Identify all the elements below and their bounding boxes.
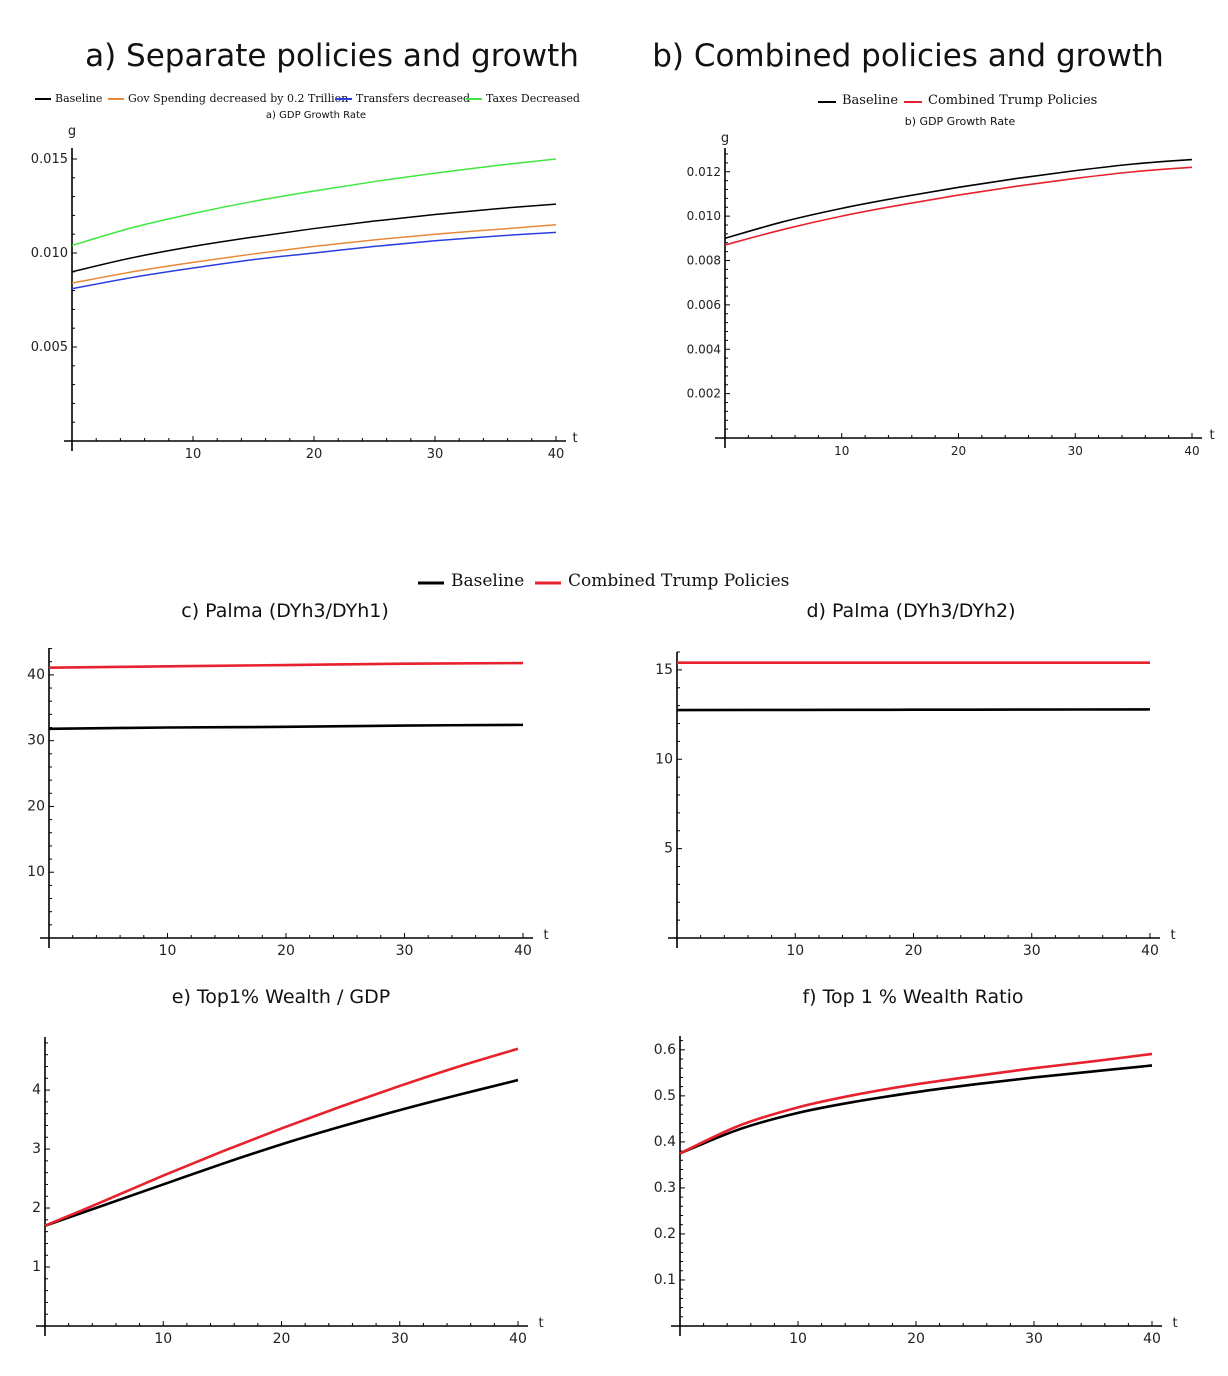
x-axis-label-a: t bbox=[572, 431, 577, 446]
x-tick-label-b: 30 bbox=[1068, 444, 1083, 458]
plot-c: 10 20 30 40 10 20 30 40 t bbox=[27, 648, 549, 959]
series-line-e-0 bbox=[44, 1078, 519, 1227]
plot-f: 10 20 30 40 0.1 0.2 0.3 0.4 0.5 0.6 t bbox=[654, 1036, 1178, 1347]
y-tick-label-c: 40 bbox=[27, 667, 45, 683]
legend-shared: Baseline Combined Trump Policies bbox=[418, 571, 789, 591]
y-tick-label-b: 0.010 bbox=[687, 209, 721, 223]
y-tick-label-b: 0.012 bbox=[687, 165, 721, 179]
y-tick-label-e: 4 bbox=[32, 1082, 41, 1098]
title-b-small: b) GDP Growth Rate bbox=[905, 115, 1016, 128]
x-tick-label-d: 30 bbox=[1023, 943, 1041, 959]
title-a-small: a) GDP Growth Rate bbox=[266, 110, 366, 121]
y-tick-label-c: 10 bbox=[27, 864, 45, 880]
legend-b-combined: Combined Trump Policies bbox=[928, 93, 1097, 108]
title-e: e) Top1% Wealth / GDP bbox=[172, 986, 390, 1008]
y-tick-label-c: 20 bbox=[27, 798, 45, 814]
x-tick-label-b: 10 bbox=[834, 444, 849, 458]
x-tick-label-f: 30 bbox=[1025, 1331, 1043, 1347]
y-tick-label-d: 15 bbox=[655, 662, 673, 678]
x-tick-label-a: 10 bbox=[185, 447, 202, 462]
y-tick-label-f: 0.4 bbox=[654, 1134, 676, 1150]
y-tick-label-e: 2 bbox=[32, 1200, 41, 1216]
plot-b: 10 20 30 40 0.002 0.004 0.006 0.008 0.010 0.012 t g bbox=[687, 131, 1215, 458]
legend-a-taxes: Taxes Decreased bbox=[486, 92, 580, 105]
y-tick-label-d: 10 bbox=[655, 751, 673, 767]
title-a-big: a) Separate policies and growth bbox=[85, 38, 579, 74]
series-line-b-0 bbox=[724, 158, 1193, 240]
x-axis-label-b: t bbox=[1209, 428, 1214, 443]
y-tick-label-a: 0.015 bbox=[31, 152, 68, 167]
legend-a-baseline: Baseline bbox=[55, 92, 102, 105]
title-b-big: b) Combined policies and growth bbox=[652, 38, 1164, 74]
legend-b-baseline: Baseline bbox=[842, 93, 898, 108]
series-line-c-0 bbox=[48, 723, 524, 731]
y-tick-label-f: 0.3 bbox=[654, 1180, 676, 1196]
series-line-a-1 bbox=[71, 224, 557, 284]
x-tick-label-d: 20 bbox=[905, 943, 923, 959]
y-tick-label-a: 0.005 bbox=[31, 340, 68, 355]
legend-b: Baseline Combined Trump Policies bbox=[818, 93, 1097, 108]
legend-a-transfers: Transfers decreased bbox=[356, 92, 470, 105]
x-tick-label-a: 30 bbox=[427, 447, 444, 462]
x-tick-label-d: 40 bbox=[1141, 943, 1159, 959]
y-tick-label-b: 0.002 bbox=[687, 387, 721, 401]
y-axis-label-b: g bbox=[721, 131, 729, 146]
series-line-c-1 bbox=[48, 661, 524, 669]
x-tick-label-a: 20 bbox=[306, 447, 323, 462]
series-line-a-2 bbox=[71, 231, 557, 290]
x-tick-label-c: 30 bbox=[396, 943, 414, 959]
x-axis-label-c: t bbox=[543, 928, 548, 943]
y-tick-label-a: 0.010 bbox=[31, 246, 68, 261]
x-tick-label-d: 10 bbox=[786, 943, 804, 959]
x-tick-label-e: 20 bbox=[273, 1331, 291, 1347]
title-d: d) Palma (DYh3/DYh2) bbox=[806, 600, 1015, 622]
plot-a: 10 20 30 40 0.005 0.010 0.015 t g bbox=[31, 124, 578, 462]
y-axis-label-a: g bbox=[68, 124, 76, 139]
y-tick-label-b: 0.008 bbox=[687, 254, 721, 268]
series-line-a-0 bbox=[71, 203, 557, 273]
x-tick-label-b: 40 bbox=[1184, 444, 1199, 458]
x-tick-label-b: 20 bbox=[951, 444, 966, 458]
x-tick-label-e: 30 bbox=[391, 1331, 409, 1347]
title-f: f) Top 1 % Wealth Ratio bbox=[802, 986, 1023, 1008]
legend-shared-combined: Combined Trump Policies bbox=[568, 571, 789, 591]
series-line-b-1 bbox=[724, 166, 1193, 246]
series-line-f-0 bbox=[679, 1064, 1153, 1155]
legend-a: Baseline Gov Spending decreased by 0.2 T… bbox=[35, 92, 580, 105]
y-tick-label-f: 0.6 bbox=[654, 1042, 676, 1058]
legend-shared-baseline: Baseline bbox=[451, 571, 524, 591]
y-tick-label-d: 5 bbox=[664, 841, 673, 857]
x-tick-label-c: 20 bbox=[277, 943, 295, 959]
y-tick-label-f: 0.2 bbox=[654, 1226, 676, 1242]
x-tick-label-c: 40 bbox=[514, 943, 532, 959]
x-tick-label-e: 40 bbox=[509, 1331, 527, 1347]
x-axis-label-e: t bbox=[538, 1316, 543, 1331]
series-line-e-1 bbox=[44, 1047, 519, 1227]
y-tick-label-b: 0.004 bbox=[687, 342, 721, 356]
y-tick-label-e: 3 bbox=[32, 1141, 41, 1157]
series-line-a-3 bbox=[71, 158, 557, 247]
legend-a-gov: Gov Spending decreased by 0.2 Trillion bbox=[128, 92, 348, 105]
y-tick-label-c: 30 bbox=[27, 733, 45, 749]
y-tick-label-e: 1 bbox=[32, 1259, 41, 1275]
series-line-d-0 bbox=[676, 708, 1151, 712]
series-line-f-1 bbox=[679, 1052, 1153, 1155]
x-tick-label-a: 40 bbox=[548, 447, 565, 462]
x-axis-label-f: t bbox=[1172, 1316, 1177, 1331]
y-tick-label-b: 0.006 bbox=[687, 298, 721, 312]
title-c: c) Palma (DYh3/DYh1) bbox=[181, 600, 389, 622]
plot-e: 10 20 30 40 1 2 3 4 t bbox=[32, 1037, 544, 1347]
y-tick-label-f: 0.5 bbox=[654, 1088, 676, 1104]
x-tick-label-f: 20 bbox=[907, 1331, 925, 1347]
plot-d: 10 20 30 40 5 10 15 t bbox=[655, 651, 1176, 959]
y-tick-label-f: 0.1 bbox=[654, 1272, 676, 1288]
x-tick-label-f: 40 bbox=[1143, 1331, 1161, 1347]
x-tick-label-e: 10 bbox=[154, 1331, 172, 1347]
x-tick-label-c: 10 bbox=[159, 943, 177, 959]
x-tick-label-f: 10 bbox=[789, 1331, 807, 1347]
x-axis-label-d: t bbox=[1170, 928, 1175, 943]
